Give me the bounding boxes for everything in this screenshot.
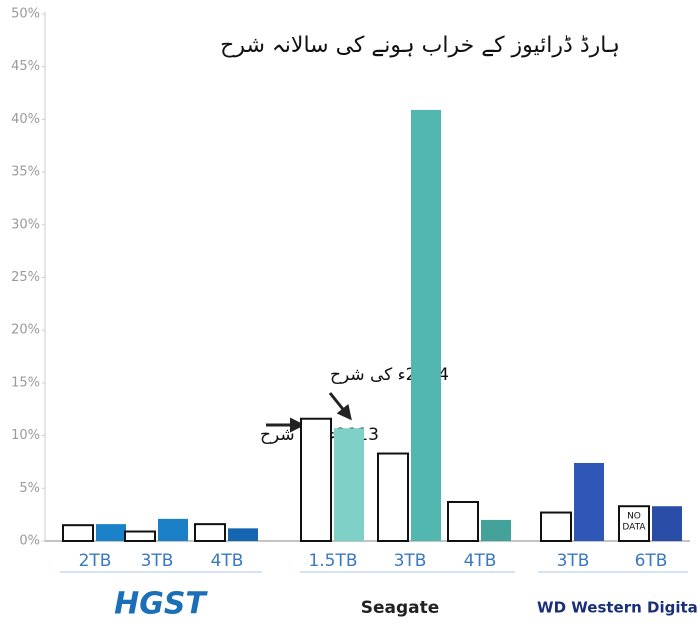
bar: [158, 518, 188, 541]
bar: [334, 428, 364, 541]
brand-label: HGST: [114, 587, 208, 622]
y-tick-label: 50%: [11, 7, 40, 22]
bar: [228, 528, 258, 541]
x-tick-label: 4TB: [211, 551, 244, 571]
x-tick-label: 1.5TB: [308, 551, 357, 571]
bar: [300, 417, 332, 542]
chart-title: ہارڈ ڈرائیوز کے خراب ہونے کی سالانہ شرح: [220, 33, 620, 58]
bar: [652, 506, 682, 541]
y-tick-label: 20%: [11, 323, 40, 338]
no-data-label: NO: [627, 512, 641, 522]
bar: [447, 501, 479, 543]
bar: [96, 524, 126, 541]
bar: [62, 524, 94, 543]
bar: [411, 109, 441, 541]
bar: [377, 452, 409, 543]
x-tick-label: 2TB: [79, 551, 112, 571]
y-tick-label: 5%: [19, 481, 40, 496]
x-tick-label: 3TB: [557, 551, 590, 571]
bar: [574, 463, 604, 541]
x-tick-label: 4TB: [464, 551, 497, 571]
arrow: [328, 392, 352, 421]
x-tick-label: 3TB: [394, 551, 427, 571]
y-tick-label: 40%: [11, 112, 40, 127]
y-tick-label: 10%: [11, 428, 40, 443]
y-tick-label: 25%: [11, 270, 40, 285]
brand-label: Seagate: [361, 598, 440, 618]
y-tick-label: 15%: [11, 375, 40, 390]
y-tick-label: 45%: [11, 59, 40, 74]
no-data-box: [618, 505, 650, 542]
bar: [540, 511, 572, 542]
brand-label: WD Western Digital: [537, 599, 698, 617]
x-tick-label: 3TB: [141, 551, 174, 571]
y-tick-label: 30%: [11, 217, 40, 232]
bar: [481, 519, 511, 541]
bar: [194, 523, 226, 542]
y-tick-label: 35%: [11, 165, 40, 180]
x-tick-label: 6TB: [635, 551, 668, 571]
y-tick-label: 0%: [19, 534, 40, 549]
no-data-label: DATA: [622, 523, 646, 533]
bar: [124, 530, 156, 542]
